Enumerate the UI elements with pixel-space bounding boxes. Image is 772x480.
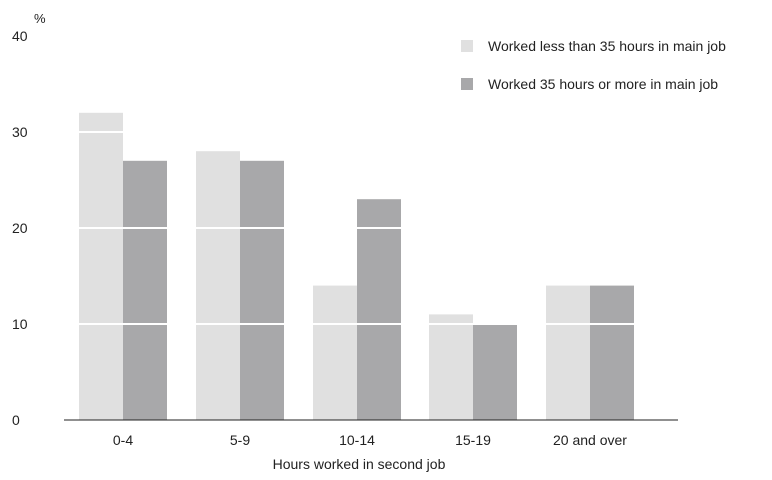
x-tick-label-15-19: 15-19 [455,432,491,448]
bar-35-plus-5-9 [240,160,284,421]
legend-swatch-1 [461,40,473,52]
bar-under-35-5-9 [196,151,240,420]
y-axis-tick-labels: 0 10 20 30 40 [12,28,28,428]
y-axis-unit-label: % [34,11,46,26]
bar-under-35-20-and-over [546,285,590,420]
bar-35-plus-0-4 [123,160,167,421]
y-tick-label-40: 40 [12,28,28,44]
x-tick-label-10-14: 10-14 [339,432,375,448]
bar-35-plus-10-14 [357,199,401,420]
bar-35-plus-15-19 [473,324,517,420]
y-tick-label-10: 10 [12,316,28,332]
x-tick-label-0-4: 0-4 [113,432,133,448]
legend-swatch-2 [461,78,473,90]
x-axis-title: Hours worked in second job [273,456,446,472]
legend: Worked less than 35 hours in main job Wor… [461,38,726,92]
legend-label-2: Worked 35 hours or more in main job [488,76,718,92]
bar-under-35-0-4 [79,112,123,421]
y-tick-label-0: 0 [12,412,20,428]
x-tick-label-5-9: 5-9 [230,432,250,448]
x-tick-label-20-and-over: 20 and over [553,432,627,448]
bars-layer [79,112,634,421]
y-tick-label-30: 30 [12,124,28,140]
bar-35-plus-20-and-over [590,285,634,420]
legend-label-1: Worked less than 35 hours in main job [488,38,726,54]
gridlines-layer [64,131,678,325]
y-tick-label-20: 20 [12,220,28,236]
x-axis-tick-labels: 0-4 5-9 10-14 15-19 20 and over [113,432,627,448]
bar-under-35-15-19 [429,314,473,420]
bar-under-35-10-14 [313,285,357,420]
